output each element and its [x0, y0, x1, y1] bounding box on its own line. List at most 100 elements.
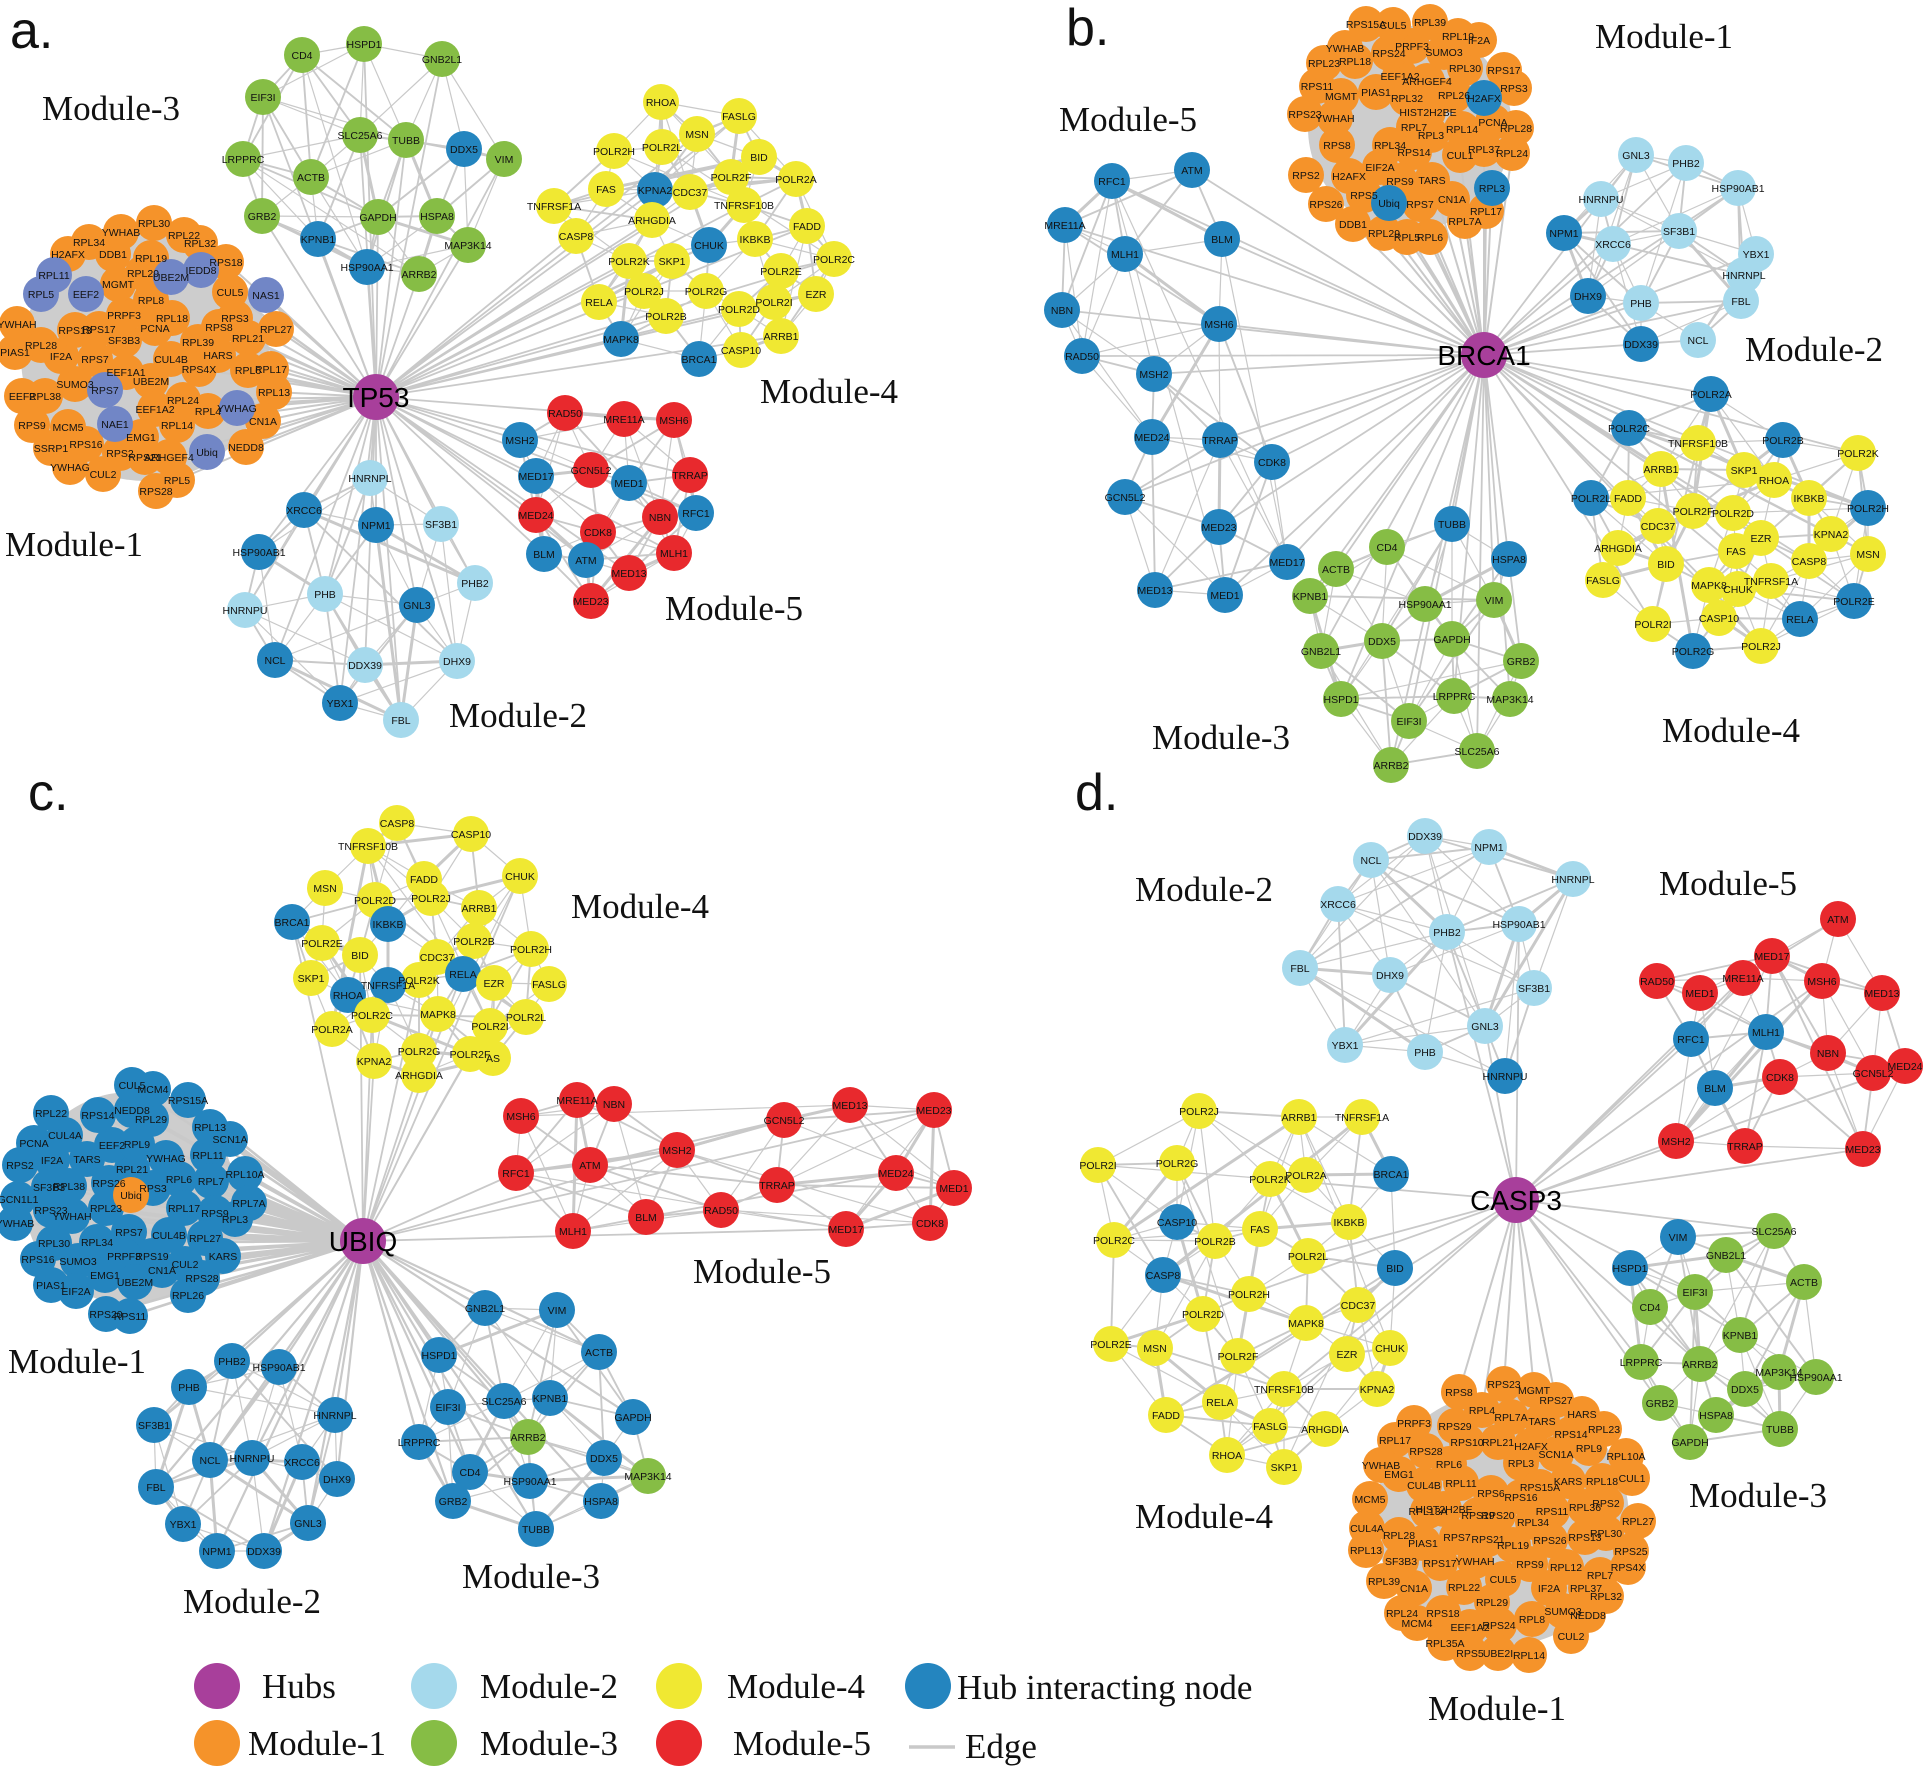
svg-text:DDX39: DDX39	[247, 1546, 281, 1558]
svg-text:RPS7: RPS7	[81, 354, 109, 366]
svg-text:RPS21: RPS21	[1471, 1534, 1504, 1546]
svg-text:CASP8: CASP8	[1146, 1270, 1181, 1282]
svg-text:Module-2: Module-2	[480, 1667, 618, 1706]
svg-text:Module-4: Module-4	[1662, 711, 1800, 750]
svg-text:DDX5: DDX5	[1731, 1384, 1759, 1396]
svg-text:RPL7A: RPL7A	[232, 1198, 265, 1210]
svg-text:RPL19: RPL19	[1497, 1540, 1529, 1552]
svg-text:MED1: MED1	[614, 478, 643, 490]
svg-text:SF3B1: SF3B1	[1663, 226, 1695, 238]
svg-text:MED13: MED13	[832, 1100, 867, 1112]
svg-text:PCNA: PCNA	[1478, 117, 1507, 129]
svg-text:RELA: RELA	[1786, 614, 1813, 626]
svg-text:RFC1: RFC1	[1677, 1034, 1705, 1046]
svg-text:PRPF3: PRPF3	[107, 310, 141, 322]
svg-text:CDC37: CDC37	[1641, 521, 1676, 533]
svg-text:PHB2: PHB2	[218, 1356, 246, 1368]
svg-text:MED24: MED24	[1134, 432, 1169, 444]
svg-text:HARS: HARS	[203, 350, 232, 362]
svg-text:RPL14: RPL14	[161, 420, 193, 432]
svg-text:POLR2L: POLR2L	[642, 142, 682, 154]
svg-text:TARS: TARS	[73, 1154, 100, 1166]
svg-text:PCNA: PCNA	[19, 1138, 48, 1150]
svg-text:ATM: ATM	[579, 1160, 600, 1172]
svg-text:ATM: ATM	[575, 555, 596, 567]
svg-text:PIAS1: PIAS1	[36, 1280, 66, 1292]
svg-text:SUMO3: SUMO3	[56, 379, 94, 391]
svg-text:CDK8: CDK8	[584, 527, 612, 539]
svg-text:DDX5: DDX5	[1368, 636, 1396, 648]
svg-text:PHB2: PHB2	[1433, 927, 1461, 939]
svg-text:RPL39: RPL39	[1368, 1576, 1400, 1588]
svg-text:POLR2J: POLR2J	[411, 893, 451, 905]
svg-text:SKP1: SKP1	[298, 973, 325, 985]
svg-text:RPL18: RPL18	[1586, 1476, 1618, 1488]
svg-text:Module-3: Module-3	[42, 89, 180, 128]
svg-text:HNRNPL: HNRNPL	[1551, 874, 1594, 886]
svg-text:CUL5: CUL5	[1380, 20, 1407, 32]
svg-text:RPS3: RPS3	[139, 1183, 167, 1195]
svg-text:ARRB1: ARRB1	[1281, 1112, 1316, 1124]
svg-text:YWHAH: YWHAH	[0, 319, 37, 331]
svg-text:HSPA8: HSPA8	[1699, 1410, 1733, 1422]
svg-text:RPL10A: RPL10A	[1606, 1451, 1645, 1463]
svg-text:PHB: PHB	[314, 589, 336, 601]
svg-text:RPL8: RPL8	[138, 295, 164, 307]
svg-text:IKBKB: IKBKB	[373, 919, 404, 931]
svg-text:RPL32: RPL32	[184, 238, 216, 250]
svg-text:RPL8: RPL8	[1519, 1614, 1545, 1626]
svg-text:GNL3: GNL3	[294, 1518, 322, 1530]
svg-text:RPL6: RPL6	[1417, 232, 1443, 244]
svg-text:SSRP1: SSRP1	[34, 443, 69, 455]
svg-text:RPS14: RPS14	[81, 1110, 114, 1122]
svg-text:MSH6: MSH6	[506, 1111, 535, 1123]
svg-text:ARRB2: ARRB2	[1373, 760, 1408, 772]
svg-text:POLR2C: POLR2C	[351, 1010, 393, 1022]
svg-text:RPL13: RPL13	[258, 387, 290, 399]
svg-text:PHB: PHB	[178, 1382, 200, 1394]
svg-text:UBE2M: UBE2M	[133, 376, 169, 388]
svg-text:CDK8: CDK8	[916, 1218, 944, 1230]
svg-text:MED23: MED23	[916, 1105, 951, 1117]
svg-text:GNL3: GNL3	[403, 600, 431, 612]
svg-text:RPS3: RPS3	[221, 313, 249, 325]
svg-text:IF2A: IF2A	[1468, 35, 1490, 47]
svg-text:CDK8: CDK8	[1766, 1072, 1794, 1084]
svg-text:EZR: EZR	[1751, 533, 1772, 545]
svg-text:MSH6: MSH6	[1204, 319, 1233, 331]
svg-text:RPS26: RPS26	[1309, 199, 1342, 211]
svg-text:Module-3: Module-3	[1689, 1476, 1827, 1515]
svg-text:TRRAP: TRRAP	[1202, 435, 1238, 447]
svg-text:RPL21: RPL21	[1482, 1437, 1514, 1449]
svg-text:NCL: NCL	[1360, 855, 1381, 867]
svg-text:CASP10: CASP10	[721, 345, 761, 357]
svg-text:KPNB1: KPNB1	[1723, 1330, 1758, 1342]
svg-text:HSP90AB1: HSP90AB1	[252, 1362, 305, 1374]
svg-text:KPNB1: KPNB1	[301, 234, 336, 246]
svg-text:FASLG: FASLG	[1586, 575, 1620, 587]
svg-text:BID: BID	[1657, 559, 1675, 571]
svg-text:TNFRSF1A: TNFRSF1A	[527, 201, 581, 213]
svg-text:RPL14: RPL14	[1513, 1650, 1545, 1662]
svg-text:HSP90AB1: HSP90AB1	[232, 547, 285, 559]
svg-text:HSP90AA1: HSP90AA1	[1789, 1372, 1842, 1384]
svg-text:POLR2E: POLR2E	[1833, 596, 1874, 608]
svg-text:ARHGDIA: ARHGDIA	[628, 215, 676, 227]
svg-text:RPS15A: RPS15A	[1520, 1482, 1560, 1494]
svg-text:ARRB2: ARRB2	[401, 269, 436, 281]
svg-text:TP53: TP53	[343, 382, 410, 413]
svg-text:CHUK: CHUK	[505, 871, 535, 883]
svg-text:SUMO3: SUMO3	[1425, 47, 1463, 59]
svg-text:POLR2G: POLR2G	[1156, 1158, 1199, 1170]
svg-text:RPS20: RPS20	[1481, 1510, 1514, 1522]
svg-text:RPS4X: RPS4X	[182, 364, 216, 376]
svg-text:DHX9: DHX9	[323, 1474, 351, 1486]
svg-text:CDC37: CDC37	[673, 187, 708, 199]
svg-text:NAE1: NAE1	[101, 419, 129, 431]
svg-text:FAS: FAS	[1250, 1224, 1270, 1236]
svg-text:MED23: MED23	[573, 596, 608, 608]
svg-text:NEDD8: NEDD8	[114, 1105, 150, 1117]
svg-text:SF3B1: SF3B1	[138, 1420, 170, 1432]
svg-text:RPL27: RPL27	[189, 1233, 221, 1245]
svg-text:PHB: PHB	[1414, 1047, 1436, 1059]
